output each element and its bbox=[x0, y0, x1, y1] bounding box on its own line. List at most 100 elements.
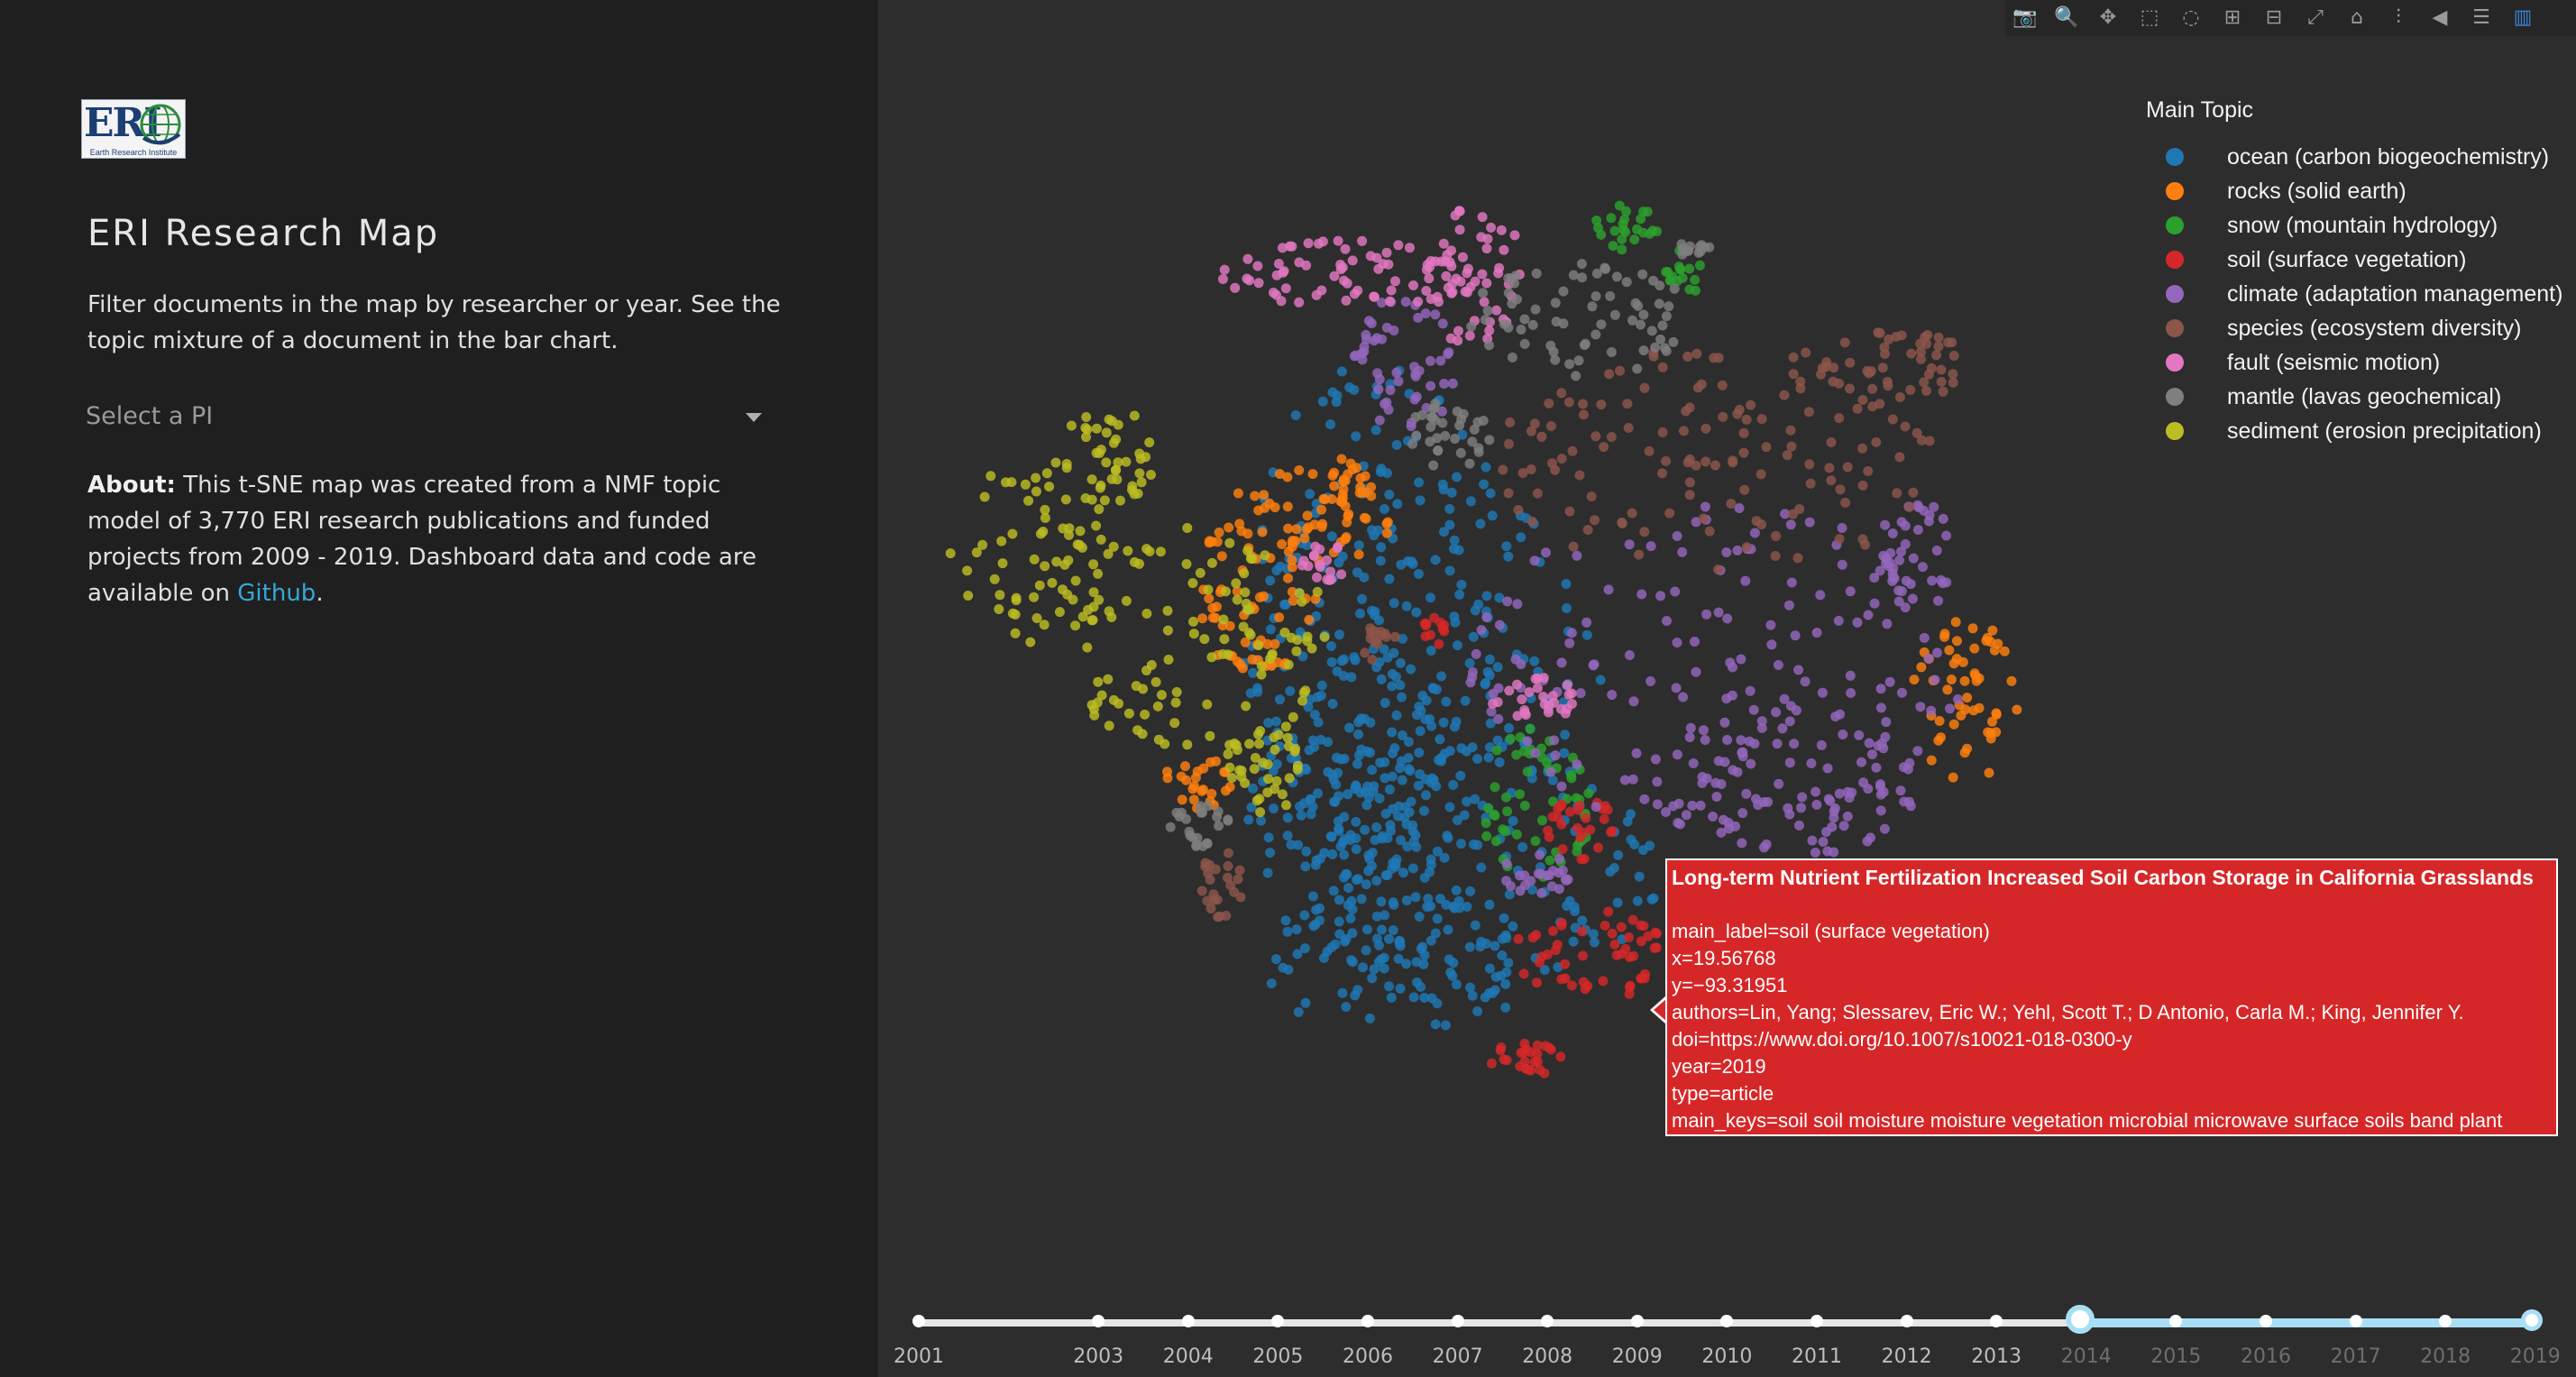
scatter-point[interactable] bbox=[1942, 684, 1953, 695]
scatter-point[interactable] bbox=[1555, 801, 1566, 812]
scatter-point[interactable] bbox=[1606, 347, 1617, 357]
scatter-point[interactable] bbox=[1672, 638, 1682, 648]
scatter-point[interactable] bbox=[1240, 637, 1251, 647]
scatter-point[interactable] bbox=[1503, 438, 1514, 449]
scatter-point[interactable] bbox=[1530, 674, 1541, 684]
scatter-point[interactable] bbox=[1596, 229, 1607, 240]
scatter-point[interactable] bbox=[1719, 717, 1730, 728]
scatter-point[interactable] bbox=[1691, 517, 1701, 528]
scatter-point[interactable] bbox=[1322, 555, 1333, 565]
scatter-point[interactable] bbox=[1355, 482, 1366, 492]
scatter-point[interactable] bbox=[1337, 493, 1348, 504]
scatter-point[interactable] bbox=[1288, 595, 1298, 606]
scatter-point[interactable] bbox=[1482, 234, 1493, 244]
scatter-point[interactable] bbox=[1908, 553, 1919, 564]
scatter-point[interactable] bbox=[1240, 587, 1251, 598]
scatter-point[interactable] bbox=[1439, 379, 1450, 389]
scatter-point[interactable] bbox=[1413, 780, 1424, 791]
scatter-point[interactable] bbox=[1495, 1045, 1506, 1056]
scatter-point[interactable] bbox=[1782, 450, 1792, 461]
scatter-point[interactable] bbox=[1396, 835, 1406, 846]
scatter-point[interactable] bbox=[1627, 508, 1637, 519]
scatter-point[interactable] bbox=[1574, 800, 1585, 811]
scatter-point[interactable] bbox=[1331, 397, 1342, 408]
scatter-point[interactable] bbox=[1475, 519, 1486, 529]
scatter-point[interactable] bbox=[1266, 978, 1277, 988]
scatter-point[interactable] bbox=[1182, 739, 1193, 750]
scatter-point[interactable] bbox=[1468, 631, 1479, 642]
scatter-point[interactable] bbox=[1691, 348, 1702, 359]
scatter-point[interactable] bbox=[1472, 417, 1483, 427]
scatter-point[interactable] bbox=[1615, 365, 1625, 376]
scatter-point[interactable] bbox=[1367, 848, 1378, 858]
scatter-point[interactable] bbox=[1357, 593, 1368, 604]
scatter-point[interactable] bbox=[1309, 710, 1320, 720]
scatter-point[interactable] bbox=[1646, 894, 1657, 904]
scatter-point[interactable] bbox=[1926, 755, 1937, 766]
scatter-point[interactable] bbox=[1198, 763, 1209, 774]
scatter-point[interactable] bbox=[1372, 368, 1383, 379]
scatter-point[interactable] bbox=[1500, 930, 1511, 941]
scatter-point[interactable] bbox=[1170, 697, 1181, 708]
scatter-point[interactable] bbox=[1287, 562, 1297, 573]
scatter-point[interactable] bbox=[1442, 250, 1453, 261]
plotly-logo-icon[interactable]: ▥ bbox=[2513, 6, 2533, 29]
scatter-point[interactable] bbox=[1121, 595, 1132, 606]
scatter-point[interactable] bbox=[1219, 264, 1230, 275]
scatter-point[interactable] bbox=[1256, 815, 1266, 826]
scatter-point[interactable] bbox=[1451, 979, 1462, 990]
scatter-point[interactable] bbox=[1091, 423, 1102, 434]
scatter-point[interactable] bbox=[1826, 475, 1837, 486]
scatter-point[interactable] bbox=[1804, 517, 1815, 528]
scatter-point[interactable] bbox=[1987, 716, 1997, 727]
scatter-point[interactable] bbox=[1203, 584, 1214, 595]
scatter-point[interactable] bbox=[1224, 522, 1234, 533]
scatter-point[interactable] bbox=[1328, 886, 1339, 896]
scatter-point[interactable] bbox=[1948, 377, 1958, 388]
scatter-point[interactable] bbox=[1430, 555, 1441, 565]
scatter-point[interactable] bbox=[1519, 314, 1530, 325]
scatter-point[interactable] bbox=[1837, 523, 1847, 533]
zoom-out-icon[interactable]: ⊟ bbox=[2265, 6, 2283, 29]
scatter-point[interactable] bbox=[1462, 796, 1472, 807]
scatter-point[interactable] bbox=[1553, 812, 1563, 822]
scatter-point[interactable] bbox=[1428, 684, 1439, 694]
scatter-point[interactable] bbox=[1863, 784, 1874, 794]
scatter-point[interactable] bbox=[1326, 831, 1337, 842]
scatter-point[interactable] bbox=[1010, 628, 1021, 638]
scatter-point[interactable] bbox=[1108, 437, 1119, 448]
slider-tick[interactable] bbox=[1900, 1315, 1913, 1327]
scatter-point[interactable] bbox=[1484, 963, 1495, 974]
scatter-point[interactable] bbox=[1542, 950, 1553, 959]
scatter-point[interactable] bbox=[1544, 398, 1554, 409]
scatter-point[interactable] bbox=[1560, 730, 1571, 740]
scatter-point[interactable] bbox=[1503, 288, 1514, 298]
scatter-point[interactable] bbox=[1270, 638, 1280, 649]
scatter-point[interactable] bbox=[1481, 243, 1492, 254]
scatter-point[interactable] bbox=[1737, 808, 1748, 819]
scatter-point[interactable] bbox=[1581, 629, 1592, 640]
scatter-point[interactable] bbox=[1904, 757, 1915, 768]
scatter-point[interactable] bbox=[1101, 457, 1112, 468]
scatter-point[interactable] bbox=[1341, 1002, 1352, 1012]
scatter-point[interactable] bbox=[1419, 872, 1430, 883]
scatter-point[interactable] bbox=[1582, 525, 1593, 536]
scatter-point[interactable] bbox=[1316, 734, 1326, 745]
scatter-point[interactable] bbox=[1370, 835, 1380, 845]
scatter-point[interactable] bbox=[1877, 363, 1888, 373]
scatter-point[interactable] bbox=[1245, 688, 1256, 699]
scatter-point[interactable] bbox=[1532, 683, 1543, 693]
scatter-point[interactable] bbox=[1467, 436, 1478, 447]
scatter-point[interactable] bbox=[1437, 418, 1448, 428]
scatter-point[interactable] bbox=[1413, 312, 1424, 323]
scatter-point[interactable] bbox=[1313, 788, 1323, 799]
scatter-point[interactable] bbox=[1605, 867, 1616, 877]
scatter-point[interactable] bbox=[1939, 631, 1949, 642]
scatter-point[interactable] bbox=[1926, 705, 1937, 716]
scatter-point[interactable] bbox=[1450, 210, 1461, 221]
scatter-point[interactable] bbox=[1214, 528, 1224, 537]
scatter-point[interactable] bbox=[1472, 840, 1483, 850]
scatter-point[interactable] bbox=[1481, 612, 1492, 622]
scatter-point[interactable] bbox=[1535, 1064, 1545, 1075]
scatter-point[interactable] bbox=[1271, 289, 1281, 300]
